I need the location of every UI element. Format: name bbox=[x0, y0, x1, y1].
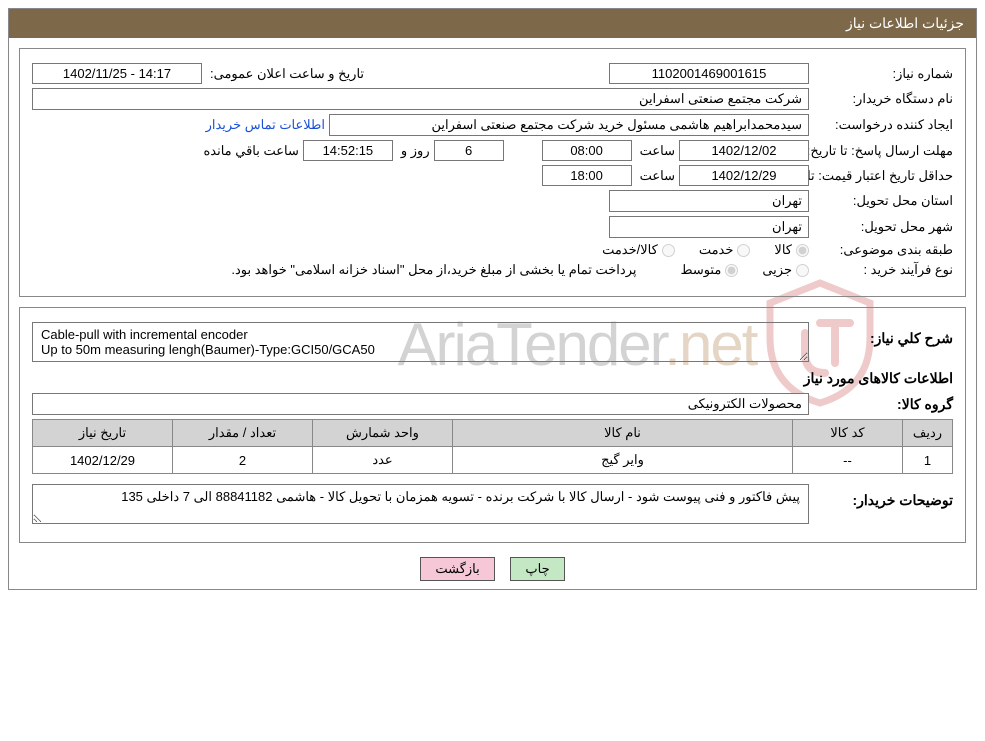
days-and-label: روز و bbox=[397, 143, 430, 159]
back-button[interactable]: بازگشت bbox=[420, 557, 494, 581]
general-desc-line1: Cable-pull with incremental encoder bbox=[41, 327, 800, 342]
items-section: شرح کلي نیاز: Cable-pull with incrementa… bbox=[19, 307, 966, 543]
buyer-notes-label: توضیحات خریدار: bbox=[813, 492, 953, 509]
ptype-radio2[interactable] bbox=[725, 264, 738, 277]
td-date: 1402/12/29 bbox=[33, 447, 173, 474]
td-qty: 2 bbox=[173, 447, 313, 474]
price-date-value: 1402/12/29 bbox=[679, 165, 809, 186]
time-left-value: 14:52:15 bbox=[303, 140, 393, 161]
items-info-label: اطلاعات کالاهای مورد نیاز bbox=[32, 370, 953, 387]
payment-note: پرداخت تمام یا بخشی از مبلغ خرید،از محل … bbox=[227, 262, 636, 278]
need-no-value: 1102001469001615 bbox=[609, 63, 809, 84]
hour-label2: ساعت bbox=[636, 168, 675, 184]
general-desc-label: شرح کلي نیاز: bbox=[813, 330, 953, 347]
title-bar: جزئیات اطلاعات نیاز bbox=[9, 9, 976, 38]
buyer-org-value: شرکت مجتمع صنعتی اسفراین bbox=[32, 88, 809, 110]
buyer-org-label: نام دستگاه خریدار: bbox=[813, 91, 953, 107]
item-group-value: محصولات الکترونیکی bbox=[32, 393, 809, 415]
requester-value: سیدمحمدابراهیم هاشمی مسئول خرید شرکت مجت… bbox=[329, 114, 809, 136]
price-validity-label: حداقل تاریخ اعتبار قیمت: تا تاریخ: bbox=[813, 168, 953, 184]
th-code: کد کالا bbox=[793, 420, 903, 447]
buyer-notes-box: پیش فاکتور و فنی پیوست شود - ارسال کالا … bbox=[32, 484, 809, 524]
ptype-opt1[interactable]: جزیی bbox=[762, 262, 809, 278]
td-name: وایر گیج bbox=[453, 447, 793, 474]
category-label: طبقه بندی موضوعی: bbox=[813, 242, 953, 258]
button-row: چاپ بازگشت bbox=[9, 557, 976, 581]
main-frame: جزئیات اطلاعات نیاز شماره نیاز: 11020014… bbox=[8, 8, 977, 590]
contact-link[interactable]: اطلاعات تماس خریدار bbox=[206, 117, 325, 133]
remaining-label: ساعت باقي مانده bbox=[199, 143, 298, 159]
province-label: استان محل تحویل: bbox=[813, 193, 953, 209]
print-button[interactable]: چاپ bbox=[510, 557, 564, 581]
item-group-label: گروه کالا: bbox=[813, 396, 953, 413]
category-opt3[interactable]: کالا/خدمت bbox=[602, 242, 675, 258]
announce-label: تاریخ و ساعت اعلان عمومی: bbox=[206, 66, 364, 82]
announce-value: 14:17 - 1402/11/25 bbox=[32, 63, 202, 84]
hour-label1: ساعت bbox=[636, 143, 675, 159]
reply-hour-value: 08:00 bbox=[542, 140, 632, 161]
city-value: تهران bbox=[609, 216, 809, 238]
purchase-type-label: نوع فرآیند خرید : bbox=[813, 262, 953, 278]
price-hour-value: 18:00 bbox=[542, 165, 632, 186]
general-desc-box: Cable-pull with incremental encoder Up t… bbox=[32, 322, 809, 362]
th-name: نام کالا bbox=[453, 420, 793, 447]
reply-deadline-label: مهلت ارسال پاسخ: تا تاریخ: bbox=[813, 143, 953, 159]
items-table: ردیف کد کالا نام کالا واحد شمارش تعداد /… bbox=[32, 419, 953, 474]
category-opt1[interactable]: کالا bbox=[774, 242, 809, 258]
th-qty: تعداد / مقدار bbox=[173, 420, 313, 447]
th-date: تاریخ نیاز bbox=[33, 420, 173, 447]
requester-label: ایجاد کننده درخواست: bbox=[813, 117, 953, 133]
info-section: شماره نیاز: 1102001469001615 تاریخ و ساع… bbox=[19, 48, 966, 297]
ptype-radio1[interactable] bbox=[796, 264, 809, 277]
reply-date-value: 1402/12/02 bbox=[679, 140, 809, 161]
td-idx: 1 bbox=[903, 447, 953, 474]
general-desc-line2: Up to 50m measuring lengh(Baumer)-Type:G… bbox=[41, 342, 800, 357]
td-unit: عدد bbox=[313, 447, 453, 474]
category-radio2[interactable] bbox=[737, 244, 750, 257]
category-radio3[interactable] bbox=[662, 244, 675, 257]
th-row: ردیف bbox=[903, 420, 953, 447]
days-left-value: 6 bbox=[434, 140, 504, 161]
city-label: شهر محل تحویل: bbox=[813, 219, 953, 235]
category-opt2[interactable]: خدمت bbox=[699, 242, 751, 258]
province-value: تهران bbox=[609, 190, 809, 212]
category-radio1[interactable] bbox=[796, 244, 809, 257]
need-no-label: شماره نیاز: bbox=[813, 66, 953, 82]
ptype-opt2[interactable]: متوسط bbox=[680, 262, 738, 278]
th-unit: واحد شمارش bbox=[313, 420, 453, 447]
td-code: -- bbox=[793, 447, 903, 474]
table-row: 1 -- وایر گیج عدد 2 1402/12/29 bbox=[33, 447, 953, 474]
